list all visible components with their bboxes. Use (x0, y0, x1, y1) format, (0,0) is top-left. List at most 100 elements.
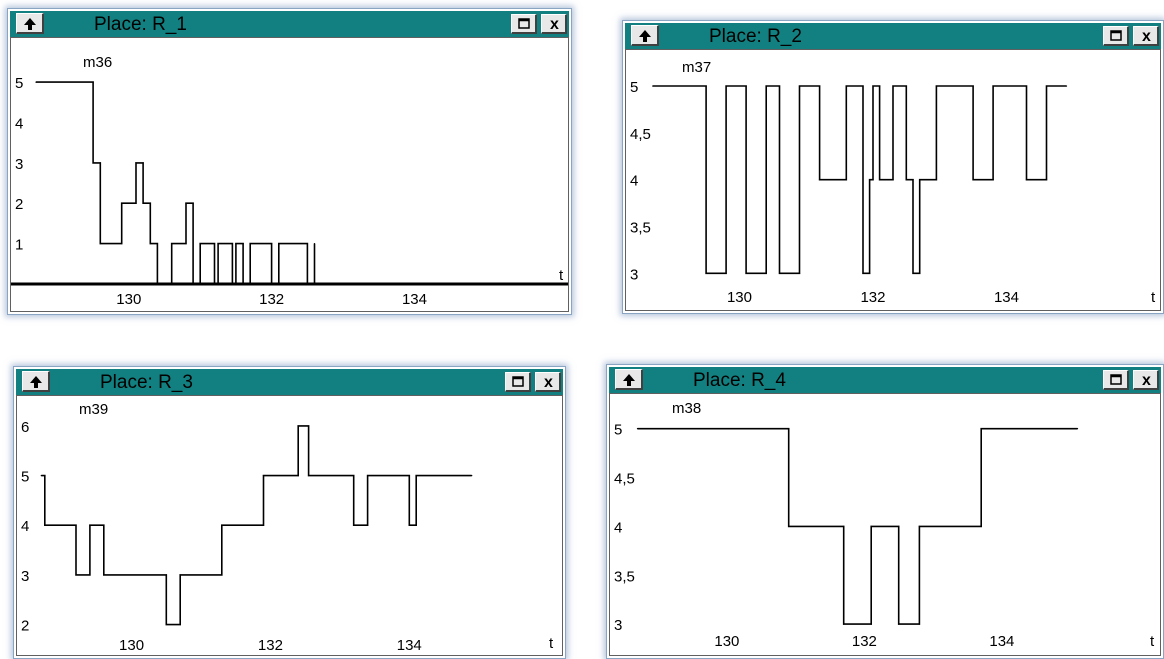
titlebar[interactable]: Place: R_1 x (10, 11, 569, 37)
data-point (652, 85, 654, 87)
close-button[interactable]: x (1133, 26, 1159, 46)
y-tick-label: 2 (21, 618, 29, 635)
maximize-button[interactable] (505, 372, 531, 392)
close-button[interactable]: x (541, 14, 567, 34)
data-point (705, 272, 707, 274)
x-tick-label: 132 (860, 289, 885, 306)
data-point (636, 428, 639, 430)
titlebar[interactable]: Place: R_2 x (625, 23, 1161, 49)
data-point (307, 474, 310, 477)
series-line (652, 85, 1067, 275)
data-point (156, 283, 158, 285)
data-point (1045, 179, 1048, 181)
data-point (869, 179, 871, 181)
window-r1: Place: R_1 x 5 4 3 2 1 130 132 134 t m36 (7, 8, 572, 315)
up-button[interactable] (22, 371, 50, 392)
data-point (271, 283, 273, 285)
y-tick-label: 3 (630, 266, 638, 283)
x-axis-label: t (1150, 633, 1155, 650)
plot-area: 5 4,5 4 3,5 3 130 132 134 t m37 (625, 49, 1161, 311)
data-point (44, 474, 46, 477)
data-point (353, 474, 355, 477)
data-point (898, 623, 900, 625)
data-point (231, 243, 233, 245)
window-r2: Place: R_2 x 5 4,5 4 3,5 3 130 132 134 t m37 (622, 20, 1164, 314)
data-point (199, 283, 201, 285)
data-point (845, 85, 847, 87)
data-point (135, 162, 137, 164)
data-point (367, 524, 369, 526)
data-point (879, 179, 881, 181)
data-point (843, 623, 845, 625)
step-chart: 5 4,5 4 3,5 3 130 132 134 t m38 (614, 400, 1155, 650)
y-tick-label: 3 (614, 617, 622, 634)
data-point (1045, 85, 1048, 87)
data-point (75, 574, 77, 576)
data-point (408, 524, 410, 526)
data-point (972, 85, 974, 87)
data-point (1025, 85, 1028, 87)
data-point (408, 474, 410, 477)
series-label: m38 (672, 400, 701, 417)
data-point (898, 525, 900, 527)
data-point (235, 283, 237, 285)
data-point (992, 85, 994, 87)
data-point (972, 179, 974, 181)
up-button[interactable] (615, 369, 643, 390)
close-button[interactable]: x (1133, 370, 1159, 390)
data-point (40, 474, 42, 477)
window-title: Place: R_2 (709, 26, 802, 47)
window-title: Place: R_4 (693, 370, 786, 391)
window-r4: Place: R_4 x 5 4,5 4 3,5 3 130 132 134 t m38 (606, 364, 1164, 659)
data-point (307, 425, 310, 427)
up-arrow-icon (623, 374, 635, 386)
x-tick-label: 134 (994, 289, 1019, 306)
data-point (231, 283, 233, 285)
y-tick-label: 4,5 (630, 126, 651, 143)
data-point (171, 243, 173, 245)
x-tick-label: 132 (258, 637, 283, 654)
data-point (165, 623, 167, 626)
data-point (905, 179, 907, 181)
data-point (918, 623, 920, 625)
data-point (99, 243, 101, 245)
data-point (862, 272, 864, 274)
data-point (235, 243, 237, 245)
data-point (199, 243, 201, 245)
data-point (185, 202, 187, 204)
data-point (892, 85, 894, 87)
data-point (935, 85, 937, 87)
data-point (745, 85, 747, 87)
data-point (862, 85, 864, 87)
up-button[interactable] (16, 13, 44, 34)
titlebar[interactable]: Place: R_4 x (609, 367, 1161, 393)
y-tick-label: 3 (21, 568, 29, 585)
data-point (818, 85, 821, 87)
data-point (297, 425, 299, 427)
y-tick-label: 3,5 (630, 220, 651, 237)
maximize-icon (1110, 374, 1122, 385)
data-point (89, 574, 91, 576)
data-point (788, 525, 790, 527)
data-point (725, 85, 727, 87)
maximize-button[interactable] (1103, 370, 1129, 390)
up-arrow-icon (24, 18, 36, 30)
data-point (912, 272, 914, 274)
y-tick-label: 3,5 (614, 568, 635, 585)
maximize-button[interactable] (511, 14, 537, 34)
data-point (765, 272, 767, 274)
data-point (185, 243, 187, 245)
y-tick-label: 2 (15, 196, 23, 213)
data-point (297, 474, 299, 477)
maximize-icon (512, 376, 524, 387)
data-point (705, 85, 707, 87)
data-point (313, 283, 316, 285)
up-button[interactable] (631, 25, 659, 46)
data-point (221, 574, 223, 576)
close-button[interactable]: x (535, 372, 561, 392)
data-point (1076, 428, 1079, 430)
titlebar[interactable]: Place: R_3 x (16, 369, 563, 395)
maximize-button[interactable] (1103, 26, 1129, 46)
data-point (353, 524, 355, 526)
data-point (313, 243, 316, 245)
